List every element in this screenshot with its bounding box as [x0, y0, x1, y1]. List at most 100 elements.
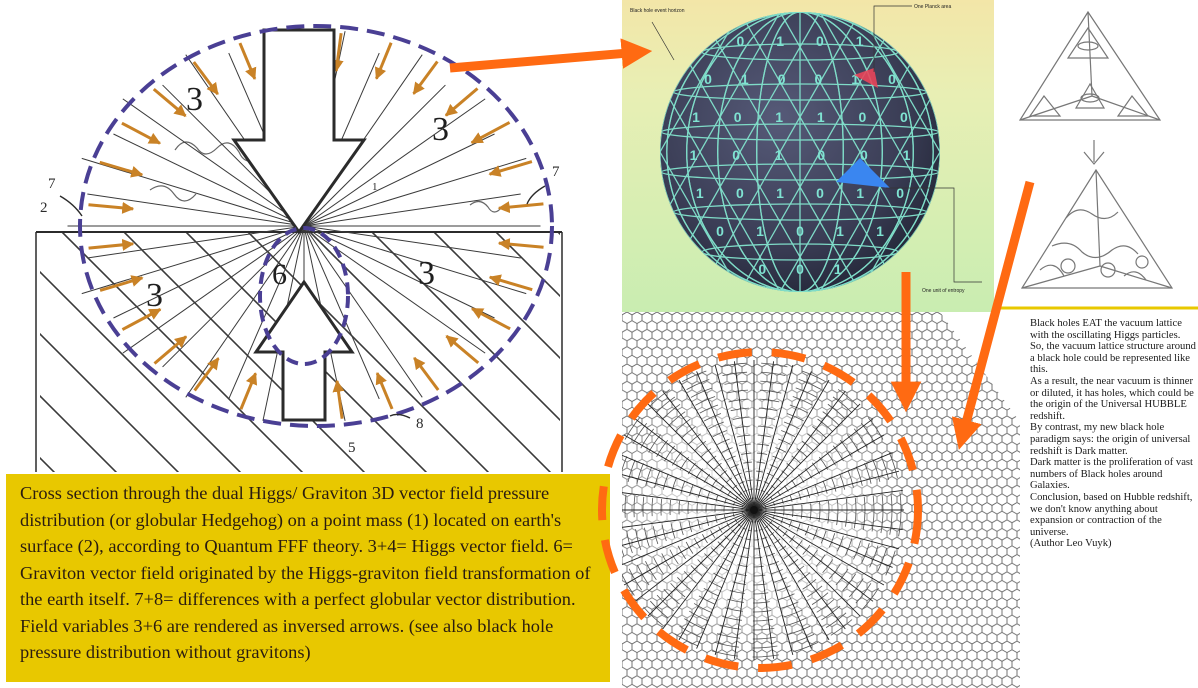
- bit-label: 0: [732, 147, 740, 163]
- label-higgs-bottom-left: 3: [146, 277, 163, 314]
- field-arrow: [375, 372, 394, 410]
- radial-line: [122, 98, 305, 227]
- hatch-line: [40, 394, 118, 472]
- bit-label: 0: [814, 71, 822, 87]
- field-arrow: [374, 42, 393, 80]
- field-arrow: [152, 87, 187, 118]
- bit-label: 1: [775, 147, 783, 163]
- label-event-horizon: Black hole event horizon: [630, 8, 685, 14]
- bit-label: 0: [704, 71, 712, 87]
- bit-label: 0: [716, 223, 724, 239]
- bit-label: 0: [816, 185, 824, 201]
- radial-line: [185, 225, 305, 398]
- black-hole-paragraph: (Author Leo Vuyk): [1030, 538, 1112, 550]
- black-hole-core: [750, 506, 758, 514]
- bit-label: 1: [776, 33, 784, 49]
- field-arrow: [412, 60, 439, 95]
- label-higgs-bottom-right: 3: [418, 255, 435, 292]
- radial-line: [113, 133, 305, 227]
- diagonal-mesh-line: [660, 12, 781, 292]
- field-arrow: [121, 121, 161, 145]
- label-higgs-top-right: 3: [432, 111, 449, 148]
- tetrahedra-panel: [996, 0, 1198, 312]
- bit-label: 0: [858, 109, 866, 125]
- bit-label: 0: [900, 109, 908, 125]
- diagonal-mesh-line: [980, 12, 994, 292]
- bit-label: 0: [860, 147, 868, 163]
- planck-area-highlight: [854, 68, 878, 88]
- label-deviation-bottom: 8: [416, 416, 424, 432]
- longitude-line: [717, 12, 883, 292]
- bit-label: 1: [776, 185, 784, 201]
- field-arrow: [192, 61, 219, 96]
- field-arrow: [497, 238, 544, 251]
- hatch-line: [40, 456, 56, 472]
- field-arrow: [153, 335, 188, 365]
- sketch-squiggles: [149, 141, 503, 213]
- black-hole-paragraph: So, the vacuum lattice structure around …: [1030, 341, 1196, 376]
- bit-label: 0: [816, 33, 824, 49]
- longitude-line: [686, 12, 914, 292]
- label-planck-area: One Planck area: [914, 4, 951, 10]
- bit-label: 0: [817, 147, 825, 163]
- bit-label: 0: [796, 223, 804, 239]
- field-arrow: [99, 275, 144, 292]
- hatch-line: [247, 232, 490, 472]
- radial-line: [87, 193, 305, 227]
- tetrahedron-bottom: [1020, 168, 1174, 289]
- higgs-field-outline: [78, 24, 554, 428]
- black-hole-paragraph: Conclusion, based on Hubble redshift, we…: [1030, 491, 1193, 538]
- label-leaders: [59, 185, 546, 419]
- leader-planck-area: [873, 5, 912, 72]
- diagonal-mesh-line: [660, 12, 741, 292]
- radial-line: [303, 225, 446, 368]
- higgs-field-arrows: [88, 32, 544, 420]
- bit-label: 0: [758, 261, 766, 277]
- diagram-caption: Cross section through the dual Higgs/ Gr…: [6, 474, 610, 682]
- field-arrow: [471, 307, 511, 331]
- bit-label: 1: [851, 71, 859, 87]
- field-arrow: [497, 201, 544, 214]
- hatch-line: [0, 232, 12, 472]
- bit-label: 0: [888, 71, 896, 87]
- bit-label: 0: [734, 109, 742, 125]
- field-arrow: [488, 274, 533, 292]
- diagonal-mesh-line: [859, 12, 940, 292]
- radial-line: [303, 225, 521, 259]
- radial-line: [228, 225, 305, 400]
- black-hole-paragraph: As a result, the near vacuum is thinner …: [1030, 375, 1194, 422]
- radial-line: [303, 225, 380, 400]
- radial-line: [303, 133, 495, 227]
- entropy-unit-highlight: [836, 158, 890, 188]
- bit-label: 1: [876, 223, 884, 239]
- radial-line: [81, 157, 305, 227]
- label-deviation-left: 7: [48, 176, 56, 192]
- hatch-line: [123, 232, 366, 472]
- bit-label: 1: [696, 185, 704, 201]
- hatch-line: [557, 232, 560, 236]
- diagonal-mesh-line: [660, 12, 741, 292]
- field-arrow: [88, 238, 135, 251]
- hatch-line: [371, 232, 560, 422]
- bit-label: 1: [903, 147, 911, 163]
- field-arrow: [444, 87, 479, 117]
- label-entropy-unit: One unit of entropy: [922, 288, 965, 294]
- bit-label: 0: [796, 261, 804, 277]
- bit-label: 1: [817, 109, 825, 125]
- field-arrow: [88, 201, 135, 214]
- hatch-line: [61, 232, 304, 472]
- vacuum-lattice-panel: [622, 312, 1020, 688]
- graviton-field-outline: [258, 226, 350, 366]
- field-arrow: [238, 42, 257, 80]
- vacuum-lattice: [622, 312, 1020, 688]
- label-graviton: 6: [272, 258, 287, 291]
- bit-label: 1: [741, 71, 749, 87]
- tetrahedra-sketch: [996, 10, 1198, 310]
- bit-label: 1: [756, 223, 764, 239]
- field-arrow: [121, 307, 162, 331]
- hatch-line: [495, 232, 560, 298]
- radial-line: [303, 225, 423, 398]
- tetrahedron-top: [1018, 10, 1162, 121]
- radial-line: [87, 225, 305, 259]
